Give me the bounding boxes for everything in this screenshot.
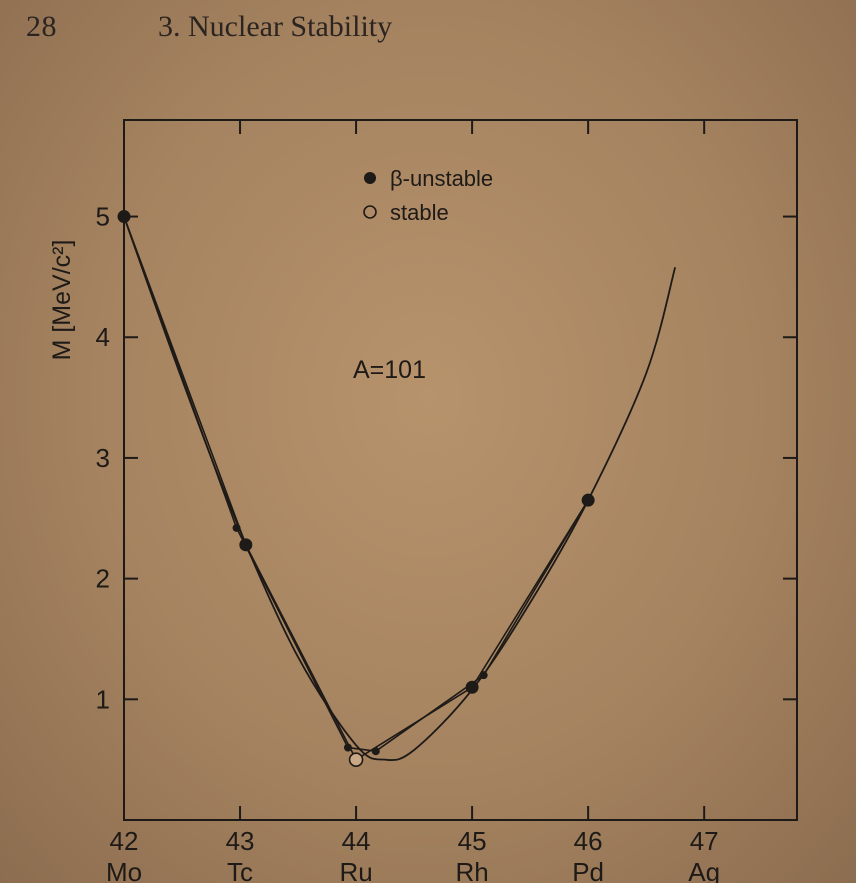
small-point (371, 747, 380, 756)
x-tick-label: 42 (110, 826, 139, 856)
x-tick-label: 47 (690, 826, 719, 856)
x-tick-element-label: Ag (688, 857, 720, 883)
y-tick-label: 5 (96, 202, 110, 232)
unstable-point (117, 210, 131, 224)
legend-marker-open (363, 205, 377, 219)
unstable-point (239, 538, 253, 552)
x-tick-label: 44 (342, 826, 371, 856)
small-point (232, 523, 241, 532)
legend: β-unstable stable (363, 166, 493, 225)
plot-frame (123, 119, 798, 821)
unstable-point (581, 493, 595, 507)
x-tick-element-label: Tc (227, 857, 253, 883)
y-tick-label: 4 (96, 322, 110, 352)
y-tick-label: 2 (96, 564, 110, 594)
legend-label-1: stable (390, 200, 449, 225)
legend-marker-filled (364, 172, 376, 184)
x-tick-element-label: Rh (455, 857, 488, 883)
y-axis-label: M [MeV/c²] (48, 240, 76, 361)
chart-annotation: A=101 (353, 356, 426, 384)
x-tick-label: 45 (458, 826, 487, 856)
x-tick-element-label: Pd (572, 857, 604, 883)
x-tick-label: 46 (574, 826, 603, 856)
connecting-line-1 (123, 216, 589, 761)
y-tick-label: 1 (96, 684, 110, 714)
y-tick-label: 3 (96, 443, 110, 473)
stable-point (348, 752, 364, 767)
connecting-line-0 (123, 216, 589, 753)
running-head: 3. Nuclear Stability (158, 10, 393, 43)
x-tick-element-label: Ru (339, 857, 372, 883)
mass-parabola (123, 216, 677, 762)
unstable-point (465, 680, 479, 694)
small-point (479, 671, 488, 680)
legend-label-0: β-unstable (390, 166, 493, 191)
small-point (343, 743, 352, 752)
x-tick-label: 43 (226, 826, 255, 856)
x-tick-element-label: Mo (106, 857, 142, 883)
page-number: 28 (26, 10, 57, 43)
